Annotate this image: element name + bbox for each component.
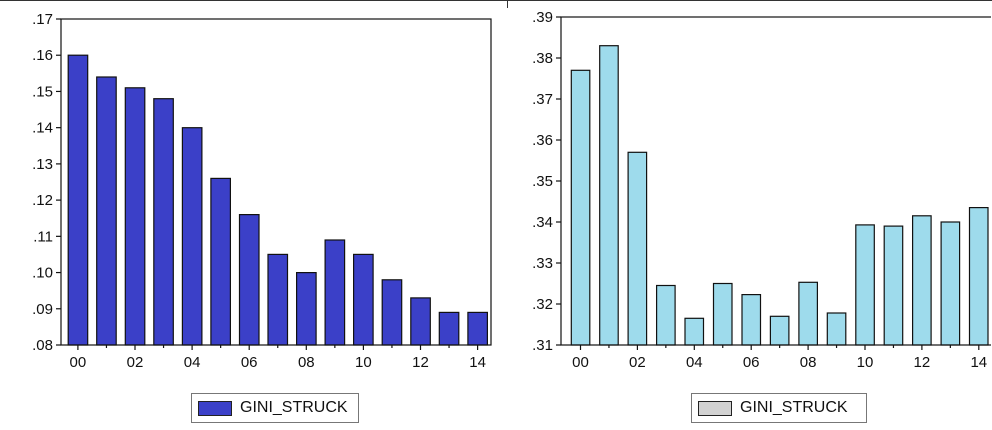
x-tick-label: 08 (298, 354, 315, 371)
bar-04 (181, 127, 203, 346)
y-tick-label: .36 (532, 132, 553, 149)
top-border (0, 0, 992, 1)
bar-05 (210, 177, 231, 346)
y-tick-label: .14 (32, 120, 53, 137)
bar-07 (769, 315, 790, 346)
x-tick-label: 04 (686, 354, 703, 371)
y-tick-label: .34 (532, 214, 553, 231)
x-tick-label: 02 (629, 354, 646, 371)
bar-03 (655, 284, 676, 346)
y-tick-label: .35 (532, 173, 553, 190)
legend-swatch-right (698, 400, 732, 416)
bar-01 (96, 76, 117, 346)
y-tick-label: .37 (532, 91, 553, 108)
x-tick-label: 06 (743, 354, 760, 371)
y-tick-label: .11 (33, 228, 53, 245)
x-tick-label: 00 (70, 354, 87, 371)
y-tick-label: .16 (32, 47, 53, 64)
x-tick-label: 04 (184, 354, 201, 371)
bar-04 (684, 317, 705, 346)
bar-12 (911, 215, 932, 346)
y-tick-label: .17 (32, 11, 53, 28)
panel-divider (507, 0, 508, 8)
bar-10 (353, 253, 374, 346)
bar-01 (599, 45, 619, 346)
y-tick-label: .08 (32, 337, 53, 354)
bar-08 (296, 272, 317, 346)
y-tick-label: .12 (32, 192, 53, 209)
y-tick-label: .39 (532, 9, 553, 26)
legend-right: GINI_STRUCK (691, 393, 867, 423)
y-tick-label: .13 (32, 156, 53, 173)
bar-11 (883, 225, 904, 346)
bar-11 (381, 279, 403, 346)
x-tick-label: 12 (914, 354, 931, 371)
legend-swatch-left (198, 400, 232, 416)
bar-00 (570, 69, 591, 346)
bar-12 (410, 297, 431, 346)
chart-0 (67, 54, 488, 346)
bar-09 (826, 312, 847, 346)
bar-03 (153, 98, 174, 346)
x-tick-label: 02 (127, 354, 144, 371)
x-tick-label: 14 (970, 354, 987, 371)
bar-02 (124, 87, 146, 346)
bar-14 (467, 311, 488, 346)
y-tick-label: .32 (532, 296, 553, 313)
y-tick-label: .10 (32, 265, 53, 282)
bar-06 (238, 214, 260, 346)
x-tick-label: 14 (469, 354, 486, 371)
chart-1 (570, 45, 989, 346)
legend-label-right: GINI_STRUCK (740, 399, 848, 416)
bar-09 (324, 239, 346, 346)
y-tick-label: .38 (532, 50, 553, 67)
bar-13 (438, 311, 460, 346)
y-tick-label: .15 (32, 83, 53, 100)
bar-14 (968, 207, 989, 346)
y-tick-label: .33 (532, 255, 553, 272)
bar-06 (741, 294, 762, 346)
bar-13 (940, 221, 961, 346)
bar-07 (267, 253, 289, 346)
legend-left: GINI_STRUCK (191, 393, 359, 423)
x-tick-label: 10 (857, 354, 874, 371)
x-tick-label: 10 (355, 354, 372, 371)
bar-05 (712, 282, 733, 346)
plot-frame (60, 18, 492, 346)
legend-label-left: GINI_STRUCK (240, 399, 348, 416)
x-tick-label: 00 (572, 354, 589, 371)
x-tick-label: 08 (800, 354, 817, 371)
y-tick-label: .09 (32, 301, 53, 318)
bar-08 (798, 281, 819, 346)
x-tick-label: 06 (241, 354, 258, 371)
bar-00 (67, 54, 89, 346)
y-tick-label: .31 (532, 337, 553, 354)
bar-02 (627, 151, 648, 346)
bar-10 (855, 224, 875, 346)
x-tick-label: 12 (412, 354, 429, 371)
